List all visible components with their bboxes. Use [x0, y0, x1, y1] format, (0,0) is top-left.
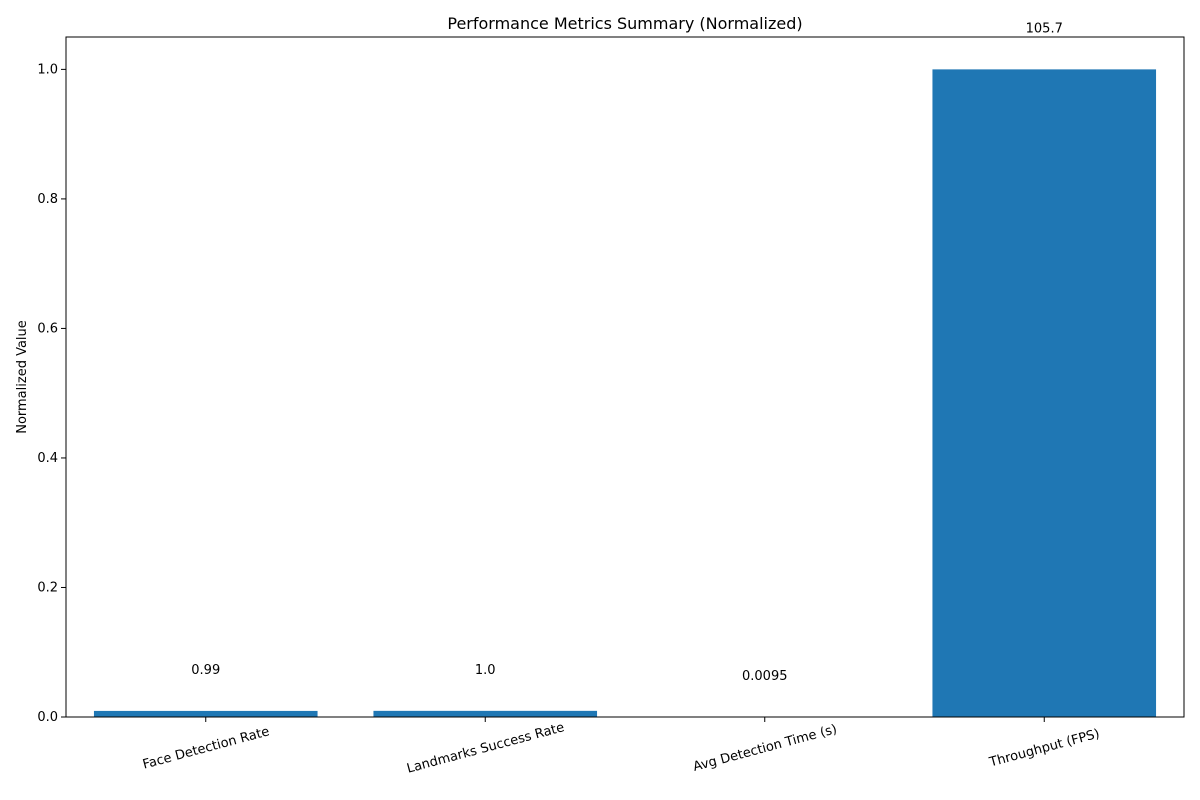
y-tick-label: 0.4	[37, 451, 58, 466]
axes-frame	[65, 36, 1185, 718]
bar	[932, 69, 1157, 717]
chart-title: Performance Metrics Summary (Normalized)	[447, 14, 802, 33]
bar-value-label: 1.0	[475, 663, 496, 678]
y-axis-label: Normalized Value	[15, 320, 30, 434]
x-tick-label: Throughput (FPS)	[987, 727, 1101, 771]
x-tick-label: Face Detection Rate	[141, 724, 271, 772]
bar-value-label: 105.7	[1026, 21, 1063, 36]
y-tick-label: 1.0	[37, 62, 58, 77]
x-tick-label: Avg Detection Time (s)	[692, 722, 839, 775]
bar	[373, 710, 598, 717]
bar-value-label: 0.0095	[742, 669, 788, 684]
y-tick-label: 0.6	[37, 321, 58, 336]
bar	[93, 710, 318, 717]
bar-value-label: 0.99	[191, 663, 220, 678]
plot-area: 0.0 0.2 0.4 0.6 0.8 1.0 0.99 Face Detection Rat…	[37, 21, 1157, 777]
x-tick-label: Landmarks Success Rate	[405, 720, 566, 777]
y-tick-label: 0.8	[37, 192, 58, 207]
y-tick-label: 0.2	[37, 580, 58, 595]
y-tick-label: 0.0	[37, 710, 58, 725]
